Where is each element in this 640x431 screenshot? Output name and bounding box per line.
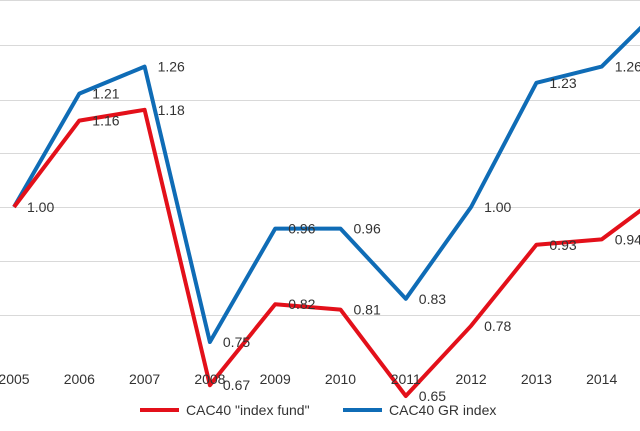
x-tick-label: 2013 xyxy=(521,371,552,387)
x-tick-label: 2006 xyxy=(64,371,95,387)
data-labels: 1.00 1.16 1.18 0.67 0.82 0.81 0.65 0.78 0.93 0.94… xyxy=(27,59,640,404)
x-tick-label: 2011 xyxy=(391,371,421,387)
x-tick-label: 2009 xyxy=(260,371,291,387)
x-tick-label: 2008 xyxy=(194,371,225,387)
data-label-gr-index: 1.23 xyxy=(549,75,576,91)
x-tick-label: 2014 xyxy=(586,371,617,387)
gridlines xyxy=(0,0,640,316)
data-label-index-fund: 0.65 xyxy=(419,388,446,404)
legend: CAC40 "index fund" CAC40 GR index xyxy=(140,402,496,418)
data-label-index-fund: 0.81 xyxy=(354,302,381,318)
legend-label-gr-index: CAC40 GR index xyxy=(389,402,496,418)
x-axis-ticks: 2005 2006 2007 2008 2009 2010 2011 2012 2013 2014… xyxy=(0,371,617,387)
series-line-gr-index xyxy=(12,25,640,344)
data-label-index-fund: 1.00 xyxy=(27,199,54,215)
data-label-gr-index: 0.96 xyxy=(288,221,315,237)
data-label-index-fund: 0.93 xyxy=(549,237,576,253)
legend-label-index-fund: CAC40 "index fund" xyxy=(186,402,310,418)
data-label-gr-index: 1.26 xyxy=(158,59,185,75)
series-lines xyxy=(12,25,640,398)
data-label-index-fund: 0.94 xyxy=(615,231,640,247)
data-label-gr-index: 1.21 xyxy=(92,86,119,102)
data-label-index-fund: 0.78 xyxy=(484,318,511,334)
series-line-index-fund xyxy=(12,107,640,398)
data-label-gr-index: 0.75 xyxy=(223,334,250,350)
data-label-gr-index: 0.83 xyxy=(419,291,446,307)
data-label-index-fund: 0.82 xyxy=(288,296,315,312)
x-tick-label: 2007 xyxy=(129,371,160,387)
data-label-gr-index: 1.00 xyxy=(484,199,511,215)
data-label-gr-index: 1.26 xyxy=(615,59,640,75)
data-label-index-fund: 0.67 xyxy=(223,377,250,393)
data-label-gr-index: 0.96 xyxy=(354,221,381,237)
x-tick-label: 2012 xyxy=(456,371,487,387)
x-tick-label: 2010 xyxy=(325,371,356,387)
x-tick-label: 2005 xyxy=(0,371,30,387)
data-label-index-fund: 1.18 xyxy=(158,102,185,118)
data-label-index-fund: 1.16 xyxy=(92,113,119,129)
